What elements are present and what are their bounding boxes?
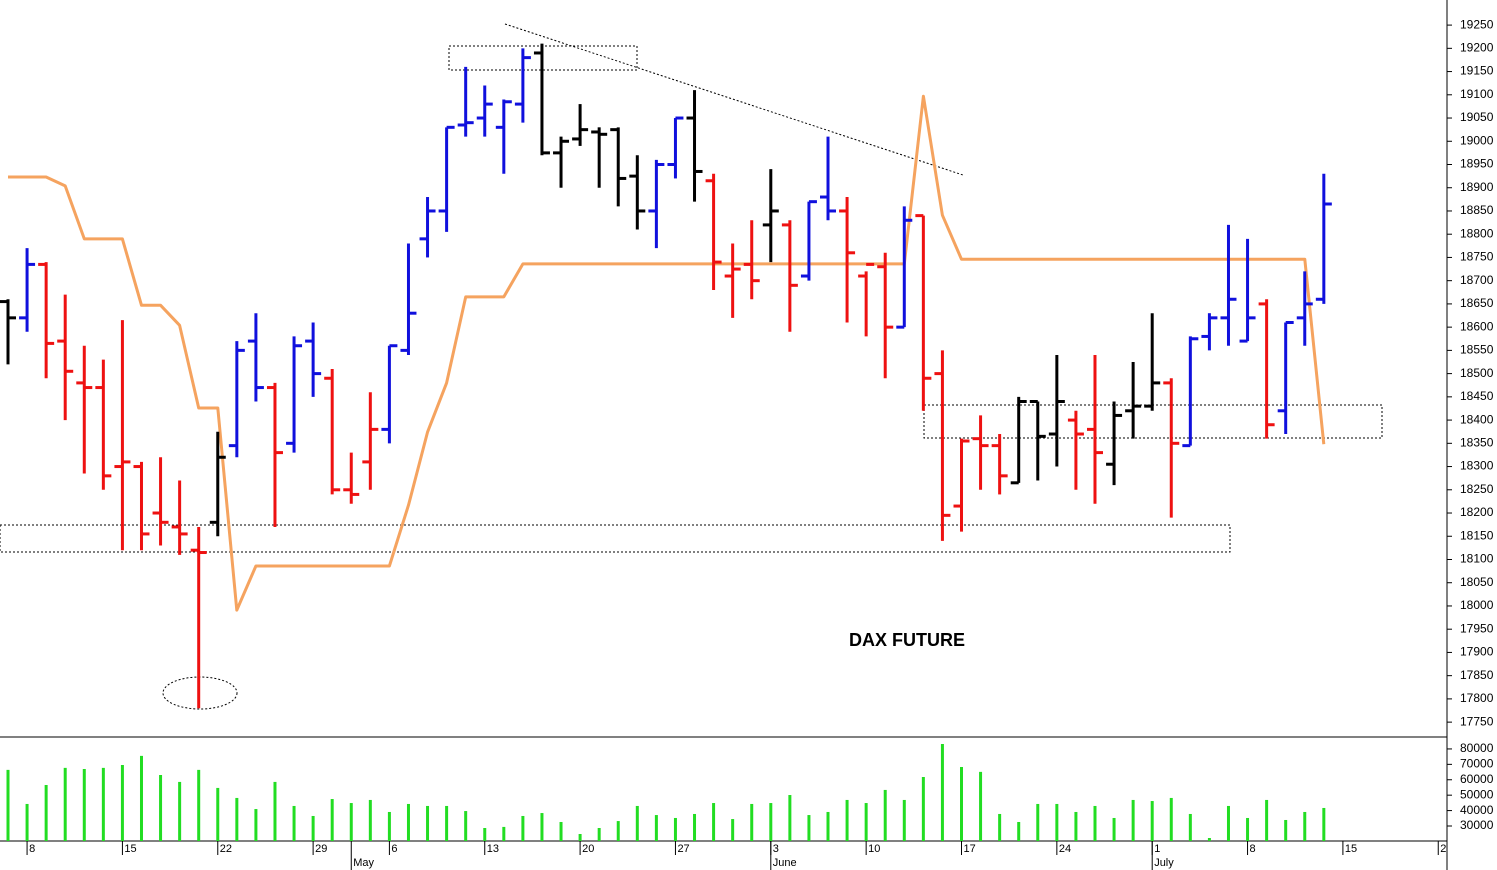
- month-label: June: [773, 857, 797, 869]
- y-tick-label: 18050: [1460, 575, 1494, 589]
- x-tick-label: 15: [124, 843, 136, 855]
- y-tick-label: 17950: [1460, 621, 1494, 635]
- y-tick-label: 18950: [1460, 157, 1494, 171]
- volume-tick-label: 40000: [1460, 803, 1494, 817]
- x-tick-label: 8: [1250, 843, 1256, 855]
- x-tick-label: 1: [1154, 843, 1160, 855]
- y-tick-label: 19000: [1460, 133, 1494, 147]
- y-tick-label: 18100: [1460, 552, 1494, 566]
- y-tick-label: 18000: [1460, 598, 1494, 612]
- y-tick-label: 18750: [1460, 250, 1494, 264]
- y-tick-label: 18350: [1460, 435, 1494, 449]
- volume-tick-label: 50000: [1460, 787, 1494, 801]
- volume-tick-label: 70000: [1460, 757, 1494, 771]
- x-tick-label: 27: [677, 843, 689, 855]
- y-tick-label: 17750: [1460, 714, 1494, 728]
- chart-title: DAX FUTURE: [849, 630, 965, 650]
- y-tick-label: 18250: [1460, 482, 1494, 496]
- x-tick-label: 17: [964, 843, 976, 855]
- trend-line: [504, 23, 964, 176]
- y-tick-label: 18800: [1460, 226, 1494, 240]
- x-tick-label: 15: [1345, 843, 1357, 855]
- x-tick-label: 22: [220, 843, 232, 855]
- x-tick-label: 8: [29, 843, 35, 855]
- x-tick-label: 2: [1440, 843, 1446, 855]
- support-box: [0, 524, 1231, 553]
- volume-tick-label: 60000: [1460, 772, 1494, 786]
- volume-tick-label: 30000: [1460, 818, 1494, 832]
- x-tick-label: 24: [1059, 843, 1071, 855]
- volume-tick-label: 80000: [1460, 741, 1494, 755]
- month-label: May: [353, 857, 374, 869]
- x-tick-label: 6: [391, 843, 397, 855]
- y-tick-label: 17800: [1460, 691, 1494, 705]
- y-tick-label: 17900: [1460, 645, 1494, 659]
- y-tick-label: 18200: [1460, 505, 1494, 519]
- x-tick-label: 20: [582, 843, 594, 855]
- y-tick-label: 19150: [1460, 64, 1494, 78]
- x-tick-label: 13: [487, 843, 499, 855]
- y-tick-label: 18550: [1460, 343, 1494, 357]
- y-tick-label: 18500: [1460, 366, 1494, 380]
- y-tick-label: 19200: [1460, 40, 1494, 54]
- y-tick-label: 17850: [1460, 668, 1494, 682]
- y-tick-label: 18150: [1460, 528, 1494, 542]
- x-tick-label: 3: [773, 843, 779, 855]
- indicator-line: [8, 94, 1326, 612]
- month-label: July: [1154, 857, 1174, 869]
- y-tick-label: 18650: [1460, 296, 1494, 310]
- y-tick-label: 18600: [1460, 319, 1494, 333]
- y-tick-label: 18850: [1460, 203, 1494, 217]
- y-tick-label: 18300: [1460, 459, 1494, 473]
- y-tick-label: 18900: [1460, 180, 1494, 194]
- y-tick-label: 19100: [1460, 87, 1494, 101]
- x-tick-label: 29: [315, 843, 327, 855]
- y-tick-label: 18400: [1460, 412, 1494, 426]
- y-tick-label: 19050: [1460, 110, 1494, 124]
- x-tick-label: 10: [868, 843, 880, 855]
- y-tick-label: 18450: [1460, 389, 1494, 403]
- y-tick-label: 19250: [1460, 17, 1494, 31]
- y-tick-label: 18700: [1460, 273, 1494, 287]
